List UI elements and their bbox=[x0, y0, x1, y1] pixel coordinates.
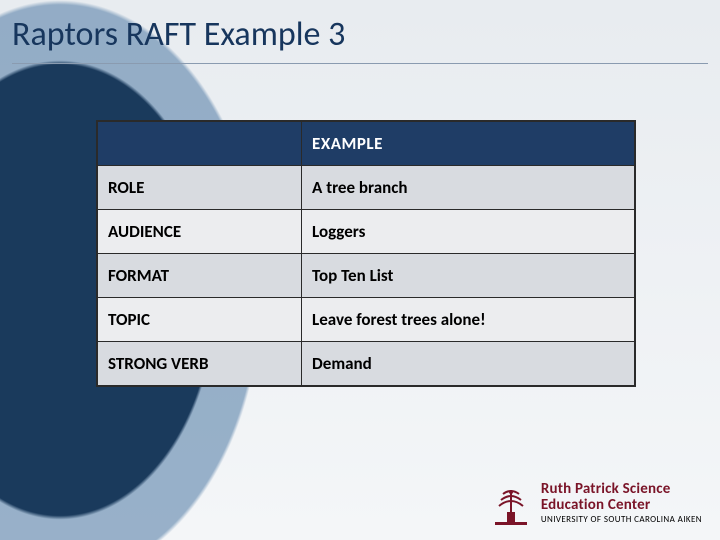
row-value: Top Ten List bbox=[302, 254, 635, 298]
table-header-example: EXAMPLE bbox=[302, 122, 635, 166]
row-value: Demand bbox=[302, 342, 635, 386]
table-row: TOPIC Leave forest trees alone! bbox=[98, 298, 635, 342]
table-row: STRONG VERB Demand bbox=[98, 342, 635, 386]
row-label: STRONG VERB bbox=[98, 342, 302, 386]
table-header-row: EXAMPLE bbox=[98, 122, 635, 166]
logo-text: Ruth Patrick Science Education Center UN… bbox=[541, 481, 702, 525]
table-row: ROLE A tree branch bbox=[98, 166, 635, 210]
raft-table-grid: EXAMPLE ROLE A tree branch AUDIENCE Logg… bbox=[97, 121, 635, 386]
row-label: TOPIC bbox=[98, 298, 302, 342]
brand-line-1: Ruth Patrick Science bbox=[541, 481, 702, 497]
raft-table: EXAMPLE ROLE A tree branch AUDIENCE Logg… bbox=[96, 120, 636, 387]
crest-icon bbox=[491, 480, 531, 526]
row-label: FORMAT bbox=[98, 254, 302, 298]
footer-logo: Ruth Patrick Science Education Center UN… bbox=[491, 480, 702, 526]
row-value: Leave forest trees alone! bbox=[302, 298, 635, 342]
institution-line: UNIVERSITY OF SOUTH CAROLINA AIKEN bbox=[541, 515, 702, 525]
table-row: FORMAT Top Ten List bbox=[98, 254, 635, 298]
row-value: A tree branch bbox=[302, 166, 635, 210]
table-row: AUDIENCE Loggers bbox=[98, 210, 635, 254]
brand-line-2: Education Center bbox=[541, 497, 702, 513]
row-value: Loggers bbox=[302, 210, 635, 254]
slide-title: Raptors RAFT Example 3 bbox=[12, 14, 708, 64]
slide: Raptors RAFT Example 3 EXAMPLE ROLE A tr… bbox=[0, 0, 720, 540]
row-label: ROLE bbox=[98, 166, 302, 210]
table-header-blank bbox=[98, 122, 302, 166]
row-label: AUDIENCE bbox=[98, 210, 302, 254]
